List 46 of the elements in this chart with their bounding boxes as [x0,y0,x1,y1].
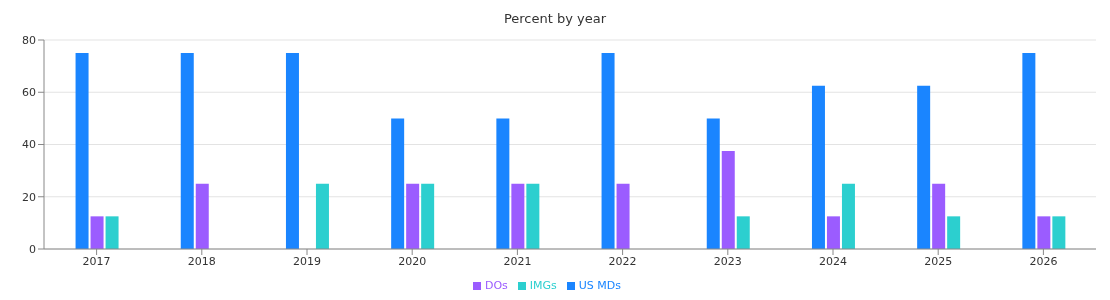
bar [75,53,89,249]
bar [511,183,525,249]
bar [616,183,630,249]
bar [947,216,961,249]
bar [811,85,825,249]
x-tick-label: 2023 [713,254,742,268]
x-tick-label: 2026 [1029,254,1058,268]
y-tick-label: 0 [29,242,36,256]
x-tick-label: 2017 [82,254,111,268]
legend-label: IMGs [529,279,557,292]
bar [1022,53,1036,249]
bar [406,183,420,249]
x-tick-label: 2020 [398,254,427,268]
y-tick-label: 40 [22,138,36,152]
legend-label: DOs [484,279,508,292]
bar [736,216,750,249]
bar [1037,216,1051,249]
x-tick-label: 2018 [187,254,216,268]
bar [841,183,855,249]
bar [195,183,209,249]
bar [105,216,119,249]
bar [826,216,840,249]
chart-title: Percent by year [502,10,608,28]
y-tick-label: 60 [22,86,36,100]
bar [496,118,510,249]
bar [721,151,735,249]
bar [526,183,540,249]
bar [601,53,615,249]
x-tick-label: 2021 [503,254,532,268]
bar [285,53,299,249]
bar [180,53,194,249]
x-tick-label: 2025 [924,254,953,268]
x-tick-label: 2019 [293,254,321,268]
bar [315,183,329,249]
bar [421,183,435,249]
bar [706,118,720,249]
y-tick-label: 80 [22,33,36,47]
bar [917,85,931,249]
x-tick-label: 2022 [608,254,637,268]
legend-label: US MDs [578,279,622,292]
bar [1052,216,1066,249]
x-tick-label: 2024 [819,254,847,268]
bar [90,216,104,249]
y-tick-label: 20 [22,190,36,204]
bar [391,118,405,249]
bar [932,183,946,249]
